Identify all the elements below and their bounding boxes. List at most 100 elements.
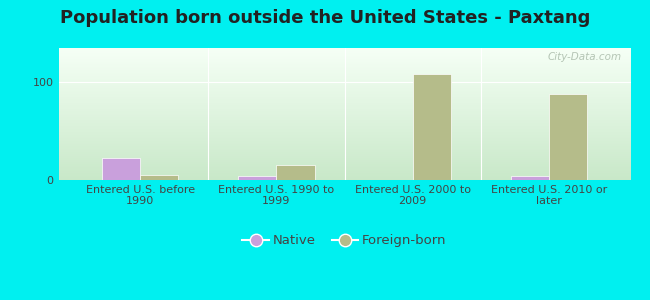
Bar <box>58 52 630 53</box>
Bar <box>58 72 630 73</box>
Bar <box>58 108 630 109</box>
Bar <box>58 77 630 78</box>
Bar <box>58 155 630 156</box>
Bar <box>58 115 630 116</box>
Bar <box>58 176 630 177</box>
Bar <box>58 134 630 135</box>
Bar <box>58 67 630 68</box>
Bar <box>58 129 630 130</box>
Bar <box>58 179 630 180</box>
Bar <box>58 63 630 64</box>
Bar <box>58 85 630 86</box>
Bar <box>58 135 630 136</box>
Bar <box>58 57 630 58</box>
Bar <box>58 50 630 51</box>
Bar <box>58 164 630 165</box>
Bar <box>58 130 630 131</box>
Bar <box>58 106 630 107</box>
Bar <box>58 177 630 178</box>
Bar <box>58 98 630 99</box>
Bar <box>413 74 450 180</box>
Bar <box>58 132 630 133</box>
Text: Population born outside the United States - Paxtang: Population born outside the United State… <box>60 9 590 27</box>
Bar <box>58 150 630 151</box>
Bar <box>58 53 630 54</box>
Bar <box>58 157 630 158</box>
Bar <box>58 60 630 61</box>
Bar <box>58 49 630 50</box>
Bar <box>58 116 630 117</box>
Bar <box>58 87 630 88</box>
Bar <box>58 74 630 75</box>
Bar <box>58 64 630 65</box>
Bar <box>58 55 630 56</box>
Bar <box>58 166 630 167</box>
Bar <box>140 175 178 180</box>
Bar <box>58 82 630 83</box>
Bar <box>58 167 630 168</box>
Bar <box>549 94 587 180</box>
Bar <box>58 160 630 161</box>
Bar <box>58 169 630 170</box>
Bar <box>58 153 630 154</box>
Bar <box>58 86 630 87</box>
Bar <box>58 152 630 153</box>
Bar <box>58 51 630 52</box>
Bar <box>58 70 630 71</box>
Bar <box>58 68 630 69</box>
Bar <box>58 133 630 134</box>
Bar <box>58 139 630 140</box>
Bar <box>58 120 630 121</box>
Bar <box>58 172 630 173</box>
Bar <box>58 175 630 176</box>
Bar <box>58 90 630 91</box>
Bar <box>58 94 630 95</box>
Bar <box>58 65 630 66</box>
Bar <box>58 54 630 55</box>
Bar <box>58 89 630 90</box>
Text: City-Data.com: City-Data.com <box>548 52 622 62</box>
Bar <box>58 83 630 84</box>
Bar <box>58 102 630 103</box>
Bar <box>58 163 630 164</box>
Bar <box>58 137 630 138</box>
Bar <box>58 59 630 60</box>
Bar <box>58 81 630 82</box>
Bar <box>58 71 630 72</box>
Bar <box>58 99 630 100</box>
Bar <box>58 165 630 166</box>
Bar <box>58 124 630 125</box>
Bar <box>58 88 630 89</box>
Bar <box>58 75 630 76</box>
Bar <box>58 117 630 118</box>
Bar <box>58 100 630 101</box>
Bar <box>58 158 630 159</box>
Bar <box>58 78 630 79</box>
Bar <box>58 103 630 104</box>
Bar <box>58 123 630 124</box>
Bar <box>58 48 630 49</box>
Bar <box>58 61 630 62</box>
Bar <box>58 145 630 146</box>
Bar <box>58 170 630 171</box>
Bar <box>58 161 630 162</box>
Bar <box>58 104 630 105</box>
Bar <box>58 173 630 174</box>
Bar <box>58 80 630 81</box>
Bar <box>58 146 630 147</box>
Bar <box>58 156 630 157</box>
Bar <box>58 128 630 129</box>
Bar <box>58 58 630 59</box>
Bar <box>239 176 276 180</box>
Bar <box>58 138 630 139</box>
Bar <box>58 119 630 120</box>
Bar <box>58 62 630 63</box>
Bar <box>58 84 630 85</box>
Bar <box>58 105 630 106</box>
Bar <box>58 97 630 98</box>
Bar <box>58 93 630 94</box>
Bar <box>58 92 630 93</box>
Legend: Native, Foreign-born: Native, Foreign-born <box>237 229 452 253</box>
Bar <box>58 111 630 112</box>
Bar <box>58 79 630 80</box>
